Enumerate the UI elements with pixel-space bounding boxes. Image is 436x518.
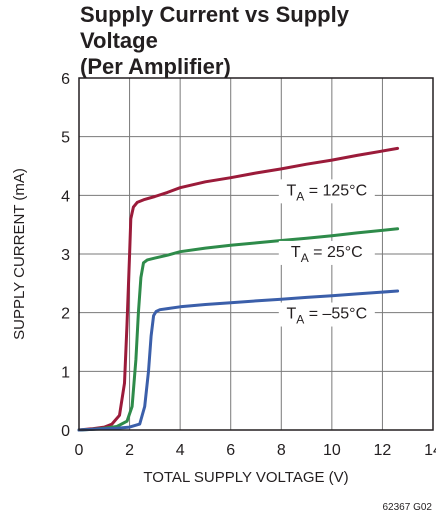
x-tick-label: 14: [424, 442, 436, 459]
series-layer: [77, 146, 400, 432]
series-label-background: [278, 240, 375, 265]
y-tick-label: 3: [61, 247, 70, 264]
x-tick-label: 10: [323, 442, 341, 459]
plot-frame: [78, 77, 434, 431]
y-tick-label: 5: [61, 130, 70, 147]
series-line-0: [77, 146, 400, 432]
chart-title: Supply Current vs Supply Voltage: [80, 2, 349, 53]
figure-id: 62367 G02: [382, 502, 433, 513]
series-line-1: [77, 227, 400, 432]
x-tick-label: 6: [226, 442, 235, 459]
y-tick-label: 2: [61, 306, 70, 323]
series-label: TA = –55°C: [286, 306, 367, 327]
x-tick-label: 2: [125, 442, 134, 459]
y-tick-label: 0: [61, 423, 70, 440]
y-axis-label: SUPPLY CURRENT (mA): [11, 168, 28, 340]
y-tick-label: 4: [61, 188, 70, 205]
tick-layer: 024681012140123456: [61, 71, 436, 459]
x-axis-label: TOTAL SUPPLY VOLTAGE (V): [143, 469, 348, 486]
series-label-background: [278, 179, 375, 204]
y-tick-label: 1: [61, 364, 70, 381]
series-label: TA = 125°C: [286, 182, 367, 203]
x-tick-label: 4: [176, 442, 185, 459]
series-label: TA = 25°C: [291, 244, 363, 265]
grid-layer: [79, 78, 433, 430]
series-label-background: [278, 302, 375, 327]
chart-title-block: Supply Current vs Supply Voltage (Per Am…: [80, 2, 430, 80]
x-tick-label: 0: [75, 442, 84, 459]
series-line-2: [77, 289, 400, 432]
x-tick-label: 12: [374, 442, 392, 459]
x-tick-label: 8: [277, 442, 286, 459]
y-tick-label: 6: [61, 71, 70, 88]
chart-subtitle: (Per Amplifier): [80, 54, 231, 79]
label-layer: TA = 125°C TA = 25°C TA = –55°C: [278, 179, 375, 327]
